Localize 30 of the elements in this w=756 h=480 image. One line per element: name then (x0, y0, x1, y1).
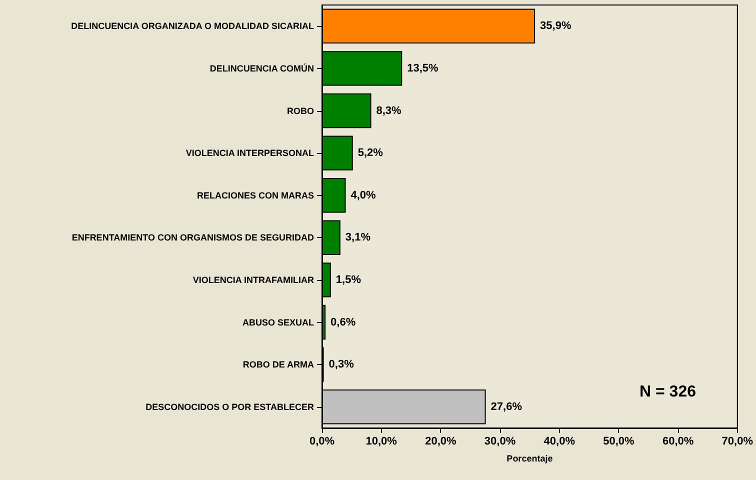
data-label: 0,3% (328, 358, 354, 371)
y-tick-label: DESCONOCIDOS O POR ESTABLECER (146, 402, 314, 412)
y-tick-label: DELINCUENCIA COMÚN (210, 63, 314, 74)
x-tick-label: 60,0% (662, 436, 694, 448)
y-tick-label: ENFRENTAMIENTO CON ORGANISMOS DE SEGURIDAD (72, 232, 314, 243)
data-label: 1,5% (336, 274, 362, 286)
x-tick-label: 0,0% (309, 436, 335, 448)
x-tick-label: 20,0% (425, 436, 456, 448)
y-tick-label: ROBO DE ARMA (242, 360, 314, 370)
x-tick-label: 70,0% (722, 436, 754, 448)
data-label: 3,1% (345, 232, 371, 244)
data-label: 5,2% (358, 147, 384, 160)
y-tick-label: VIOLENCIA INTERPERSONAL (186, 148, 314, 158)
x-tick-label: 10,0% (366, 436, 398, 448)
annotation: N = 326 (640, 384, 696, 400)
y-tick-label: ROBO (287, 106, 314, 116)
data-label: 27,6% (490, 400, 522, 413)
data-label: 35,9% (540, 20, 572, 32)
x-tick-label: 30,0% (484, 436, 516, 448)
y-tick-label: VIOLENCIA INTRAFAMILIAR (192, 274, 314, 285)
data-label: 13,5% (407, 62, 439, 74)
y-tick-label: DELINCUENCIA ORGANIZADA O MODALIDAD SICARIAL (71, 21, 314, 32)
data-label: 8,3% (376, 104, 402, 117)
data-label: 0,6% (330, 316, 356, 328)
data-label: 4,0% (350, 189, 376, 202)
x-tick-label: 50,0% (603, 436, 635, 448)
y-tick-label: RELACIONES CON MARAS (196, 190, 314, 200)
x-axis-title: Porcentaje (506, 454, 553, 464)
y-tick-label: ABUSO SEXUAL (242, 317, 314, 328)
x-tick-label: 40,0% (544, 436, 576, 448)
